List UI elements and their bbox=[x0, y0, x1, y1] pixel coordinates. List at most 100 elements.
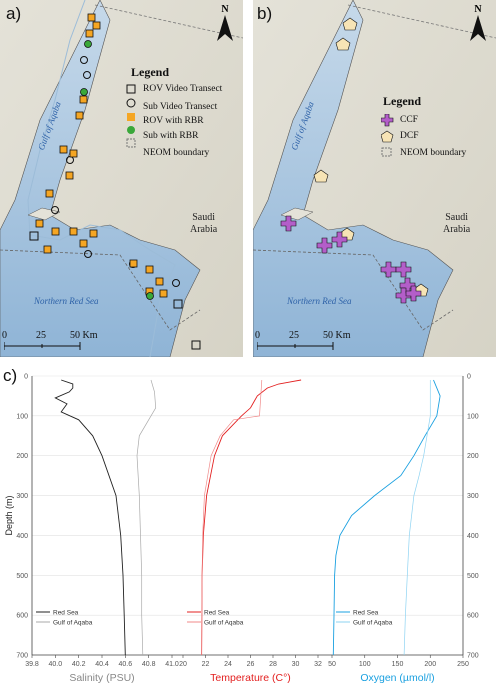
legend-label: Gulf of Aqaba bbox=[204, 620, 244, 627]
legend-item-neom-boundary-b: NEOM boundary bbox=[400, 148, 467, 158]
red-sea-label-a: Northern Red Sea bbox=[34, 296, 99, 306]
profiles-chart: 0 0 100 100 200 200 300 300 400 400 500 500 600 600 70… bbox=[4, 374, 479, 685]
x-tick-label: 30 bbox=[292, 661, 300, 668]
neom-boundary-symbol-icon bbox=[381, 147, 392, 157]
scale-end-b: 50 Km bbox=[323, 330, 351, 341]
depth-tick-left: 600 bbox=[16, 613, 28, 620]
dcf-markers bbox=[313, 17, 429, 297]
sub-rbr-markers bbox=[80, 40, 154, 300]
panel-label-c: c) bbox=[3, 366, 18, 385]
ccf-markers bbox=[280, 215, 422, 304]
x-tick-label: 50 bbox=[328, 661, 336, 668]
map-a-markers bbox=[29, 13, 201, 350]
depth-tick-left: 300 bbox=[16, 493, 28, 500]
legend-label: Red Sea bbox=[353, 610, 379, 617]
panel-label-b: b) bbox=[257, 4, 273, 23]
depth-tick-left: 700 bbox=[16, 653, 28, 660]
depth-tick-left: 500 bbox=[16, 573, 28, 580]
x-tick-label: 28 bbox=[269, 661, 277, 668]
x-tick-label: 26 bbox=[247, 661, 255, 668]
x-tick-label: 32 bbox=[314, 661, 322, 668]
map-panel-a: a) N Legend ROV Video Transect Sub Video… bbox=[0, 0, 243, 357]
x-tick-label: 24 bbox=[224, 661, 232, 668]
legend-title-b: Legend bbox=[383, 94, 422, 108]
depth-tick-left: 200 bbox=[16, 453, 28, 460]
depth-tick-right: 100 bbox=[467, 413, 479, 420]
series-line bbox=[332, 379, 441, 656]
rov-rbr-symbol-icon bbox=[127, 113, 135, 121]
rov-video-symbol-icon bbox=[126, 84, 136, 94]
depth-tick-right: 300 bbox=[467, 493, 479, 500]
legend-item-rov-rbr: ROV with RBR bbox=[143, 116, 204, 126]
north-arrow-icon bbox=[470, 15, 486, 41]
rov-video-markers bbox=[29, 231, 201, 350]
depth-tick-right: 700 bbox=[467, 653, 479, 660]
dcf-symbol-icon bbox=[381, 130, 394, 143]
saudi-arabia-label-a: Saudi Arabia bbox=[190, 212, 218, 235]
scale-zero-b: 0 bbox=[255, 330, 260, 341]
legend-item-sub-video: Sub Video Transect bbox=[143, 102, 218, 112]
legend-a-symbols bbox=[126, 84, 136, 148]
x-tick-label: 41.0 bbox=[165, 661, 179, 668]
x-tick-label: 22 bbox=[202, 661, 210, 668]
sub-video-markers bbox=[51, 56, 180, 287]
sub-rbr-symbol-icon bbox=[127, 126, 135, 134]
legend-label: Gulf of Aqaba bbox=[353, 620, 393, 627]
depth-axis-label: Depth (m) bbox=[4, 495, 14, 535]
north-arrow: N bbox=[217, 4, 233, 44]
depth-tick-right: 400 bbox=[467, 533, 479, 540]
legend-label: Red Sea bbox=[204, 610, 230, 617]
legend-item-rov-video: ROV Video Transect bbox=[143, 84, 223, 94]
legend-item-dcf: DCF bbox=[400, 131, 419, 141]
panel-label-a: a) bbox=[6, 4, 22, 23]
legend-item-sub-rbr: Sub with RBR bbox=[143, 131, 199, 141]
legend-label: Red Sea bbox=[53, 610, 79, 617]
legend-title-a: Legend bbox=[131, 65, 170, 79]
scalebar-a bbox=[4, 342, 81, 350]
x-tick-label: 40.8 bbox=[142, 661, 156, 668]
scale-mid-a: 25 bbox=[36, 330, 46, 341]
depth-tick-right: 600 bbox=[467, 613, 479, 620]
x-tick-label: 150 bbox=[392, 661, 404, 668]
x-tick-label: 200 bbox=[424, 661, 436, 668]
series-line bbox=[201, 379, 263, 656]
x-tick-label: 250 bbox=[457, 661, 469, 668]
scale-end-a: 50 Km bbox=[70, 330, 98, 341]
x-tick-label: 20 bbox=[179, 661, 187, 668]
x-axis-label: Salinity (PSU) bbox=[69, 672, 134, 684]
profiles-panel-c: c) 0 0 100 100 200 200 300 300 400 400 500 500 600 60… bbox=[0, 362, 496, 685]
depth-tick-left: 100 bbox=[16, 413, 28, 420]
x-tick-label: 100 bbox=[359, 661, 371, 668]
scale-zero-a: 0 bbox=[2, 330, 7, 341]
north-arrow-icon bbox=[217, 15, 233, 41]
x-tick-label: 40.0 bbox=[49, 661, 63, 668]
legend-item-neom-boundary: NEOM boundary bbox=[143, 148, 210, 158]
scalebar-b bbox=[257, 342, 334, 350]
sub-video-symbol-icon bbox=[126, 98, 136, 108]
map-b-markers bbox=[280, 17, 429, 304]
ccf-symbol-icon bbox=[381, 114, 394, 127]
x-axis-label: Temperature (C°) bbox=[210, 672, 291, 684]
map-panel-b: b) N Legend CCF DCF NEOM boundary Gulf o… bbox=[253, 0, 496, 357]
x-axis-label: Oxygen (µmol/l) bbox=[360, 672, 434, 684]
depth-tick-left: 0 bbox=[24, 374, 28, 381]
neom-boundary-symbol-icon bbox=[126, 138, 136, 148]
depth-tick-right: 200 bbox=[467, 453, 479, 460]
saudi-arabia-label-b: Saudi Arabia bbox=[443, 212, 471, 235]
x-tick-label: 40.4 bbox=[95, 661, 109, 668]
legend-item-ccf: CCF bbox=[400, 115, 418, 125]
x-tick-label: 40.2 bbox=[72, 661, 86, 668]
north-arrow-b: N bbox=[470, 4, 486, 44]
series-line bbox=[201, 379, 302, 656]
series-line bbox=[403, 380, 431, 656]
depth-tick-right: 0 bbox=[467, 374, 471, 381]
red-sea-label-b: Northern Red Sea bbox=[287, 296, 352, 306]
legend-label: Gulf of Aqaba bbox=[53, 620, 93, 627]
series-line bbox=[54, 379, 126, 656]
series-line bbox=[136, 379, 157, 656]
x-tick-label: 39.8 bbox=[25, 661, 39, 668]
x-tick-label: 40.6 bbox=[119, 661, 133, 668]
depth-tick-left: 400 bbox=[16, 533, 28, 540]
scale-mid-b: 25 bbox=[289, 330, 299, 341]
legend-b-symbols bbox=[381, 114, 394, 157]
